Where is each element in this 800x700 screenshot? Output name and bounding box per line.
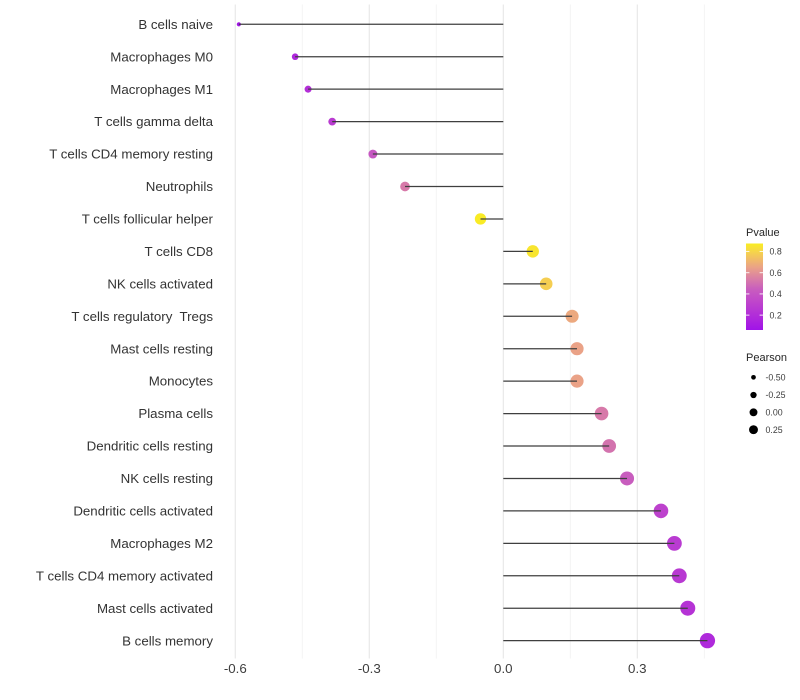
- y-axis-label: Macrophages M2: [110, 536, 213, 551]
- y-axis-label: Dendritic cells resting: [87, 439, 213, 454]
- colorbar-tick-label: 0.4: [770, 289, 782, 299]
- x-axis-tick-label: -0.3: [358, 661, 381, 676]
- legend-pearson-dot: [751, 374, 756, 380]
- y-axis-label: T cells follicular helper: [82, 212, 214, 227]
- legend-pearson-dot: [750, 391, 757, 399]
- y-axis-label: T cells CD4 memory activated: [36, 568, 213, 583]
- y-axis-label: T cells gamma delta: [94, 114, 213, 129]
- y-axis-label: Macrophages M1: [110, 82, 213, 97]
- legend-pearson: Pearson -0.50 -0.25 0.00 0.25: [746, 352, 787, 435]
- legend-pearson-items: -0.50 -0.25 0.00 0.25: [749, 373, 786, 435]
- y-axis-label: Mast cells resting: [110, 341, 213, 356]
- y-axis-label: Neutrophils: [146, 179, 214, 194]
- legend-colorbar: [746, 243, 763, 330]
- legend-pvalue-title: Pvalue: [746, 227, 780, 239]
- y-axis-label: T cells CD4 memory resting: [49, 147, 213, 162]
- y-axis-label: Plasma cells: [138, 406, 213, 421]
- legend-pearson-label: 0.25: [766, 425, 783, 435]
- legend-pearson-dot: [749, 408, 758, 417]
- legend-pearson-label: -0.25: [766, 390, 786, 400]
- lollipop-dots: [236, 22, 716, 649]
- y-axis-label: NK cells resting: [121, 471, 213, 486]
- legend-colorbar-ticks: 0.8 0.6 0.4 0.2: [746, 247, 782, 320]
- gridlines: [234, 4, 705, 659]
- y-axis-label: B cells naive: [138, 17, 213, 32]
- x-axis-tick-label: 0.0: [494, 661, 513, 676]
- y-axis-label: Mast cells activated: [97, 601, 213, 616]
- x-axis-labels: -0.6 -0.3 0.0 0.3: [224, 661, 647, 676]
- x-axis-tick-label: 0.3: [628, 661, 647, 676]
- y-axis-label: Dendritic cells activated: [73, 504, 213, 519]
- y-axis-labels: B cells naive Macrophages M0 Macrophages M…: [36, 17, 214, 648]
- y-axis-label: Monocytes: [149, 374, 214, 389]
- y-axis-label: Macrophages M0: [110, 49, 213, 64]
- y-axis-label: NK cells activated: [107, 276, 213, 291]
- legend-pearson-dot: [749, 425, 758, 435]
- colorbar-tick-label: 0.6: [770, 268, 782, 278]
- y-axis-label: B cells memory: [122, 633, 213, 648]
- y-axis-label: T cells regulatory Tregs: [71, 309, 213, 324]
- y-axis-label: T cells CD8: [145, 244, 213, 259]
- legend-pvalue: Pvalue 0.8 0.6 0.4 0.2: [746, 227, 782, 330]
- x-axis-tick-label: -0.6: [224, 661, 247, 676]
- lollipop-stems: [238, 23, 708, 642]
- legend-pearson-label: -0.50: [766, 373, 786, 383]
- legend-pearson-label: 0.00: [766, 408, 783, 418]
- colorbar-tick-label: 0.2: [770, 310, 782, 320]
- legend-pearson-title: Pearson: [746, 352, 787, 364]
- colorbar-tick-label: 0.8: [770, 247, 782, 257]
